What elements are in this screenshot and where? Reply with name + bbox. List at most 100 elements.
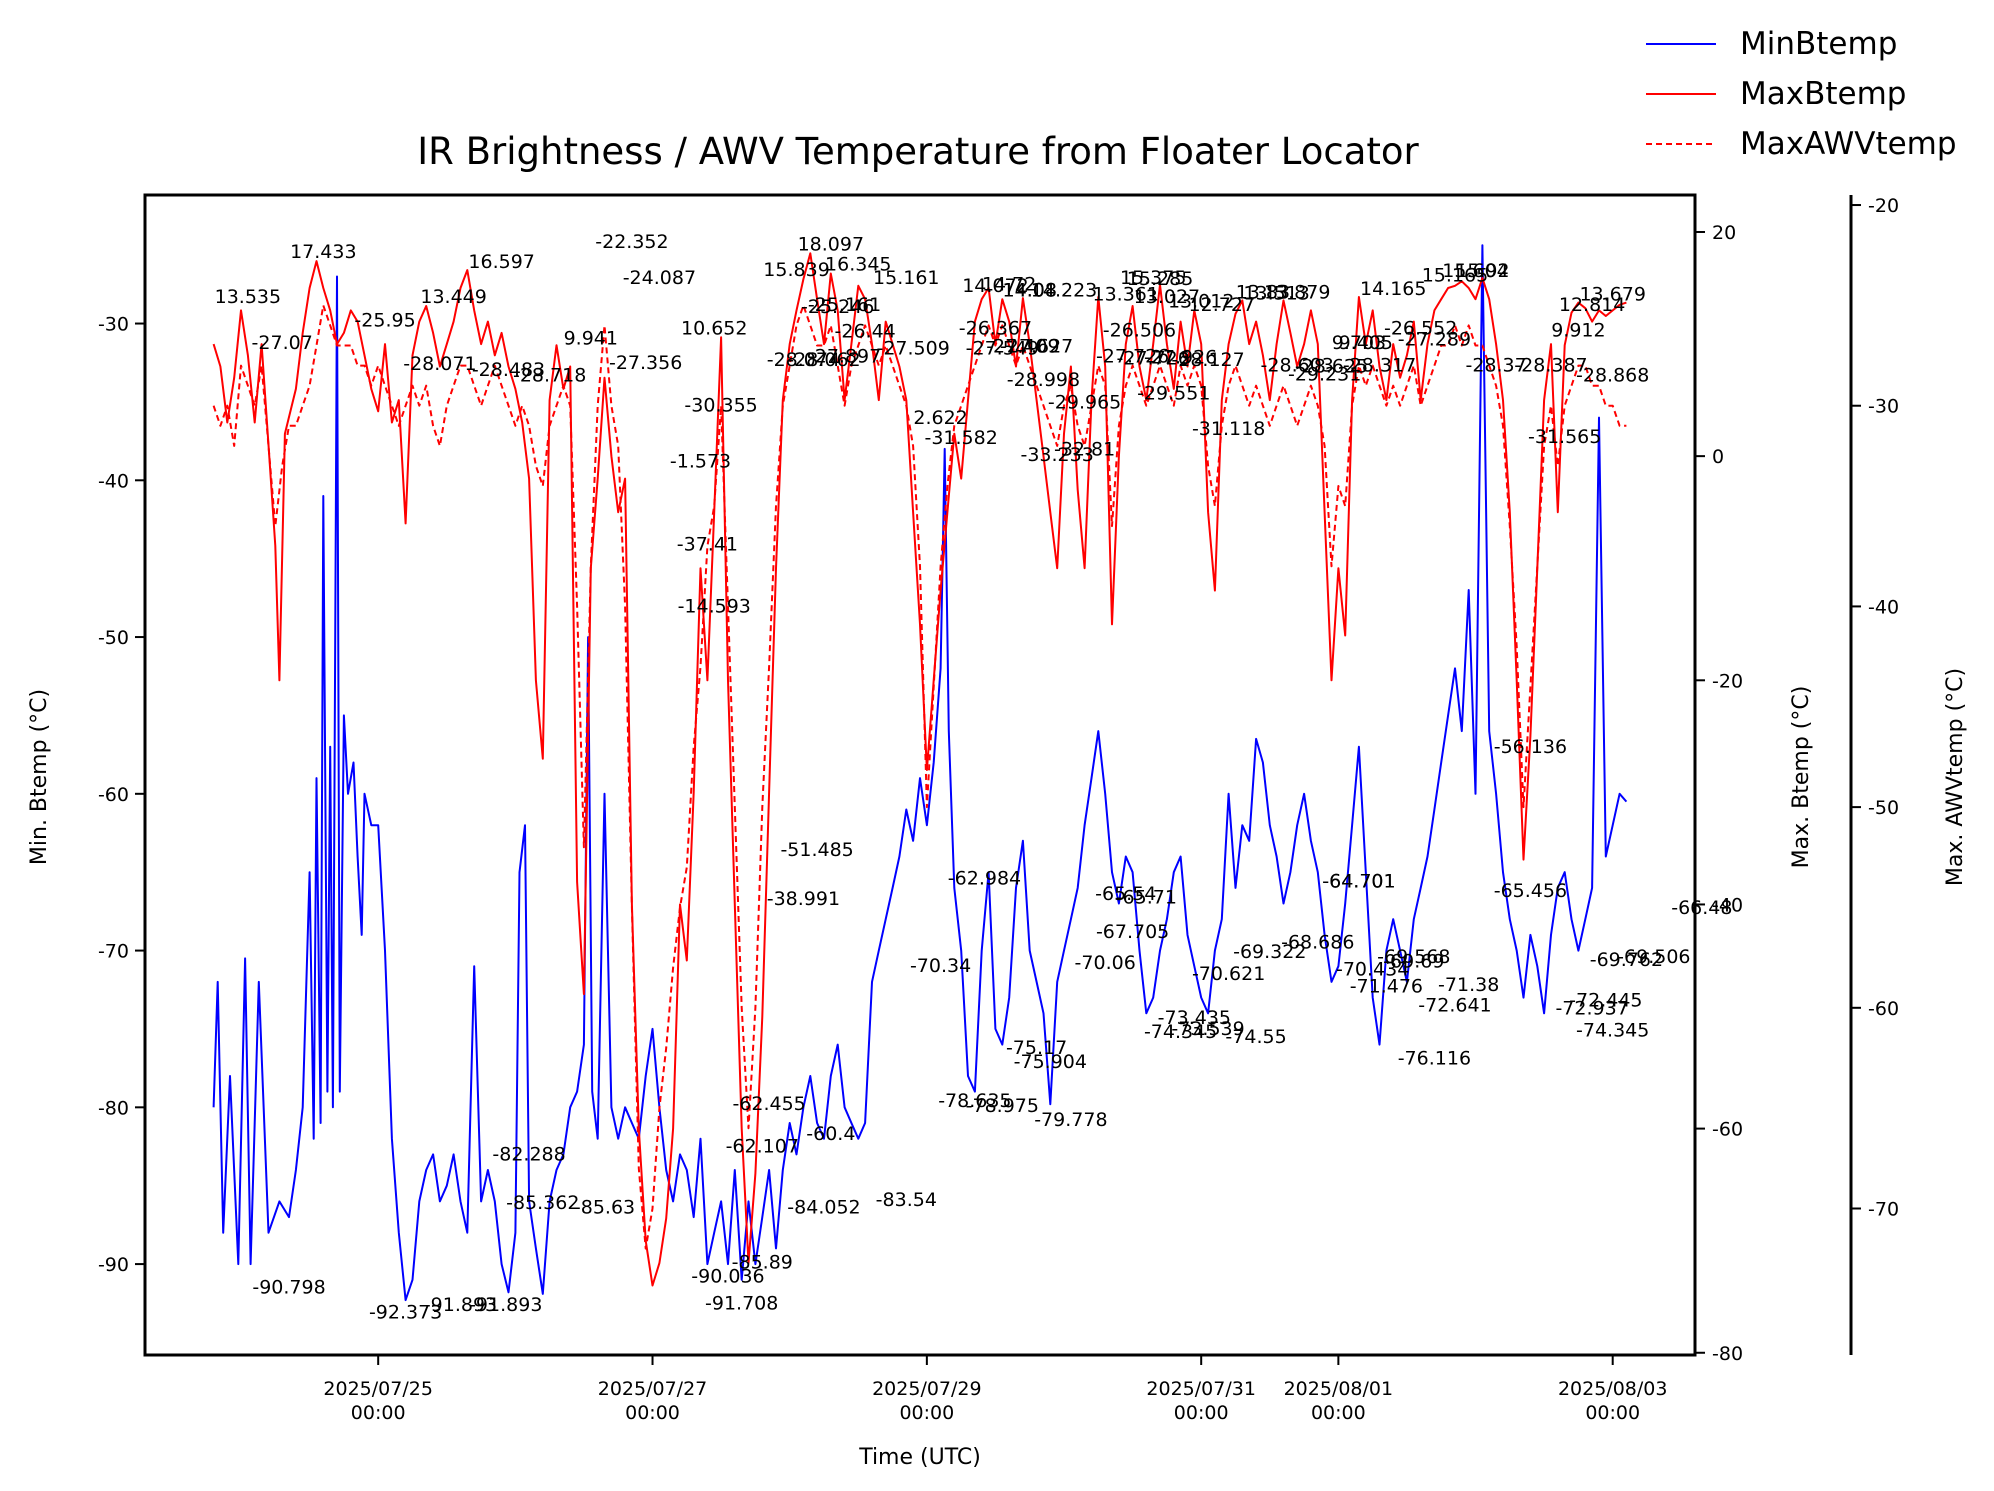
data-label: -26.44 (835, 321, 896, 343)
y-axis-left-title: Min. Btemp (°C) (27, 689, 52, 865)
data-label: -84.052 (787, 1197, 860, 1219)
axis-right: -80 -60 -40 -20 0 20 (1695, 222, 1743, 1365)
data-label: -27.926 (1144, 347, 1217, 369)
x-axis-title: Time (UTC) (858, 1445, 981, 1470)
data-label: -38.991 (767, 888, 840, 910)
series-layer (212, 244, 1628, 1302)
annotation-layer: -90.798-92.373 -91.893-91.893-85.362-85.6… (215, 231, 1733, 1324)
series-line-minbtemp (212, 244, 1628, 1302)
data-label: -28.062 (787, 349, 860, 371)
y-left-tick-label: -40 (98, 470, 129, 492)
y-right2-tick-label: -60 (1868, 998, 1899, 1020)
data-label: -31.582 (924, 427, 997, 449)
data-label: -70.06 (1075, 952, 1136, 974)
data-label: 13.879 (1264, 282, 1330, 304)
data-label: -27.897 (808, 345, 881, 367)
data-label: -70.621 (1192, 963, 1265, 985)
data-label: -31.118 (1192, 418, 1265, 440)
data-label: -28.483 (472, 359, 545, 381)
data-label: 13.449 (420, 286, 486, 308)
data-label: -71.476 (1350, 976, 1423, 998)
data-label: -27.409 (986, 335, 1059, 357)
data-label: -72.937 (1555, 998, 1628, 1020)
data-label: 15.92 (1455, 260, 1509, 282)
data-label: -72.641 (1418, 994, 1491, 1016)
data-label: -73.435 (1158, 1007, 1231, 1029)
data-label: -28.071 (403, 353, 476, 375)
data-label: -64.701 (1322, 871, 1395, 893)
data-label: 13.361 (1093, 284, 1159, 306)
y-axis-right-title: Max. Btemp (°C) (1789, 686, 1814, 869)
axis-left: -90 -80 -70 -60 -50 -40 -30 (98, 314, 145, 1276)
x-tick-label-date: 2025/07/29 (872, 1378, 982, 1400)
data-label: -32.81 (1054, 438, 1115, 460)
data-label: -91.893 (469, 1294, 542, 1316)
y-right-tick-label: 20 (1712, 222, 1736, 244)
data-label: -28.37 (1465, 354, 1526, 376)
data-label: -14.593 (678, 595, 751, 617)
data-label: -75.17 (1006, 1037, 1067, 1059)
data-label: -73.539 (1171, 1018, 1244, 1040)
y-left-tick-label: -30 (98, 314, 129, 336)
data-label: 14.08 (1003, 279, 1057, 301)
x-tick-label-date: 2025/07/31 (1146, 1378, 1256, 1400)
data-label: 13.83 (1236, 282, 1290, 304)
y-right-tick-label: -40 (1712, 894, 1743, 916)
legend-label-maxbtemp: MaxBtemp (1740, 76, 1906, 112)
data-label: -27.289 (1398, 329, 1471, 351)
y-right-tick-label: -60 (1712, 1119, 1743, 1141)
data-label: 13.027 (1134, 286, 1200, 308)
x-tick-label-time: 00:00 (1311, 1402, 1366, 1424)
data-label: -27.509 (876, 338, 949, 360)
data-label: -28.074 (767, 349, 840, 371)
data-label: 14.165 (1360, 278, 1426, 300)
data-label: -27.549 (966, 338, 1039, 360)
data-label: -90.798 (252, 1277, 325, 1299)
data-label: -27.07 (252, 332, 313, 354)
x-tick-label-time: 00:00 (625, 1402, 680, 1424)
y-right2-tick-label: -20 (1868, 195, 1899, 217)
data-label: -78.975 (966, 1095, 1039, 1117)
data-label: 14.08 (1003, 279, 1057, 301)
y-right-tick-label: -80 (1712, 1343, 1743, 1365)
y-right2-tick-label: -30 (1868, 396, 1899, 418)
data-label: -92.373 (369, 1302, 442, 1324)
data-label: 15.285 (1127, 268, 1193, 290)
data-label: -27.726 (1117, 348, 1190, 370)
data-label: -31.565 (1528, 426, 1601, 448)
data-label: -27.627 (1000, 335, 1073, 357)
y-left-tick-label: -60 (98, 784, 129, 806)
data-label: -25.95 (354, 310, 415, 332)
data-label: -28.998 (1007, 369, 1080, 391)
y-right2-tick-label: -70 (1868, 1198, 1899, 1220)
data-label: -68.686 (1281, 932, 1354, 954)
x-tick-label-time: 00:00 (899, 1402, 954, 1424)
x-tick-label-date: 2025/07/27 (598, 1378, 708, 1400)
data-label: -28.127 (1171, 349, 1244, 371)
data-label: -28.387 (1514, 354, 1587, 376)
data-label: -56.136 (1494, 736, 1567, 758)
data-label: -51.485 (780, 839, 853, 861)
legend-label-maxawvtemp: MaxAWVtemp (1740, 126, 1957, 162)
data-label: -29.231 (1288, 363, 1361, 385)
data-label: 14.223 (1031, 279, 1097, 301)
data-label: 15.604 (1442, 260, 1508, 282)
data-label: -69.762 (1590, 949, 1663, 971)
data-label: 15.839 (763, 259, 829, 281)
data-label: -26.506 (1103, 320, 1176, 342)
data-label: -28.603 (1261, 354, 1334, 376)
axis-right2: -70 -60 -50 -40 -30 -20 (1849, 195, 1899, 1355)
data-label: -70.34 (910, 955, 971, 977)
data-label: -69.69 (1383, 951, 1444, 973)
y-left-tick-label: -50 (98, 627, 129, 649)
data-label: -62.984 (948, 867, 1021, 889)
plot-frame (143, 193, 1697, 1357)
y-axis-right2-title: Max. AWVtemp (°C) (1943, 668, 1968, 886)
data-label: -85.89 (732, 1252, 793, 1274)
x-tick-label-time: 00:00 (1174, 1402, 1229, 1424)
data-label: -69.506 (1617, 946, 1690, 968)
data-label: -74.345 (1144, 1021, 1217, 1043)
data-label: 13.012 (1168, 290, 1234, 312)
x-tick-label-time: 00:00 (1585, 1402, 1640, 1424)
data-label: 13.679 (1579, 284, 1645, 306)
